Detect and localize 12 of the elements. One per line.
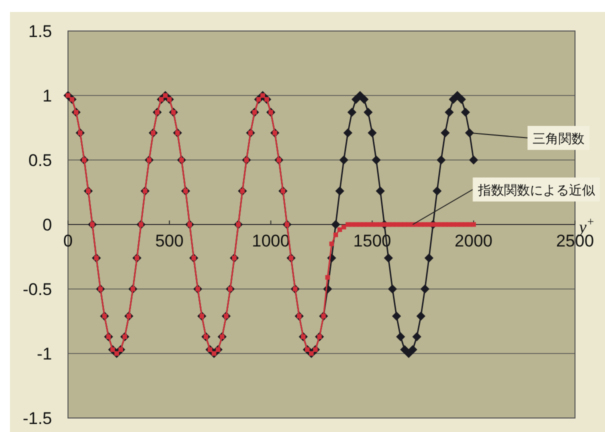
series-label: 指数関数による近似 <box>476 182 595 198</box>
y-tick-label: 1.5 <box>28 22 52 41</box>
y-tick-label: -0.5 <box>22 280 52 299</box>
y-tick-label: 0 <box>42 216 52 234</box>
y-tick-label: -1 <box>36 344 52 364</box>
y-tick-label: 1 <box>42 86 52 106</box>
y-tick-label: 0.5 <box>28 151 52 170</box>
x-tick-label: 1000 <box>252 232 290 250</box>
x-tick-label: 2000 <box>454 232 493 250</box>
x-tick-label: 500 <box>155 232 184 250</box>
legend-label: 三角関数 <box>532 130 585 146</box>
y-tick-label: -1.5 <box>22 409 52 428</box>
